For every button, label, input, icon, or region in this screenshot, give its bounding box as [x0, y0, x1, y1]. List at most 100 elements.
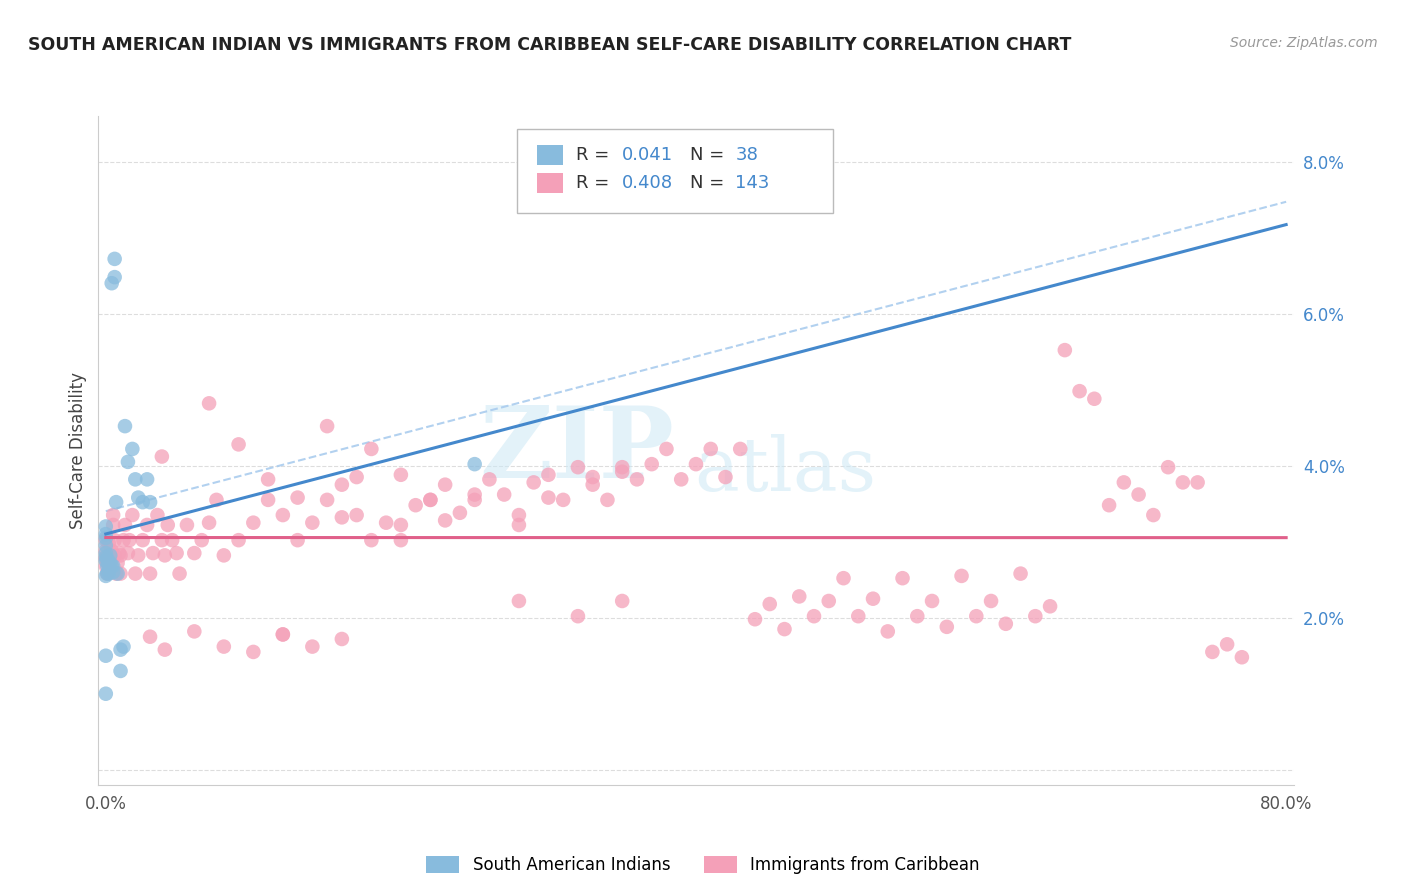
Point [980, 594, 1002, 608]
Point [360, 442, 382, 456]
Point [124, 472, 146, 486]
Point [112, 640, 135, 654]
Point [101, 565, 124, 579]
Point [242, 645, 264, 659]
Point [419, 492, 441, 507]
Point [257, 472, 280, 486]
Point [124, 566, 146, 581]
Point [464, 487, 486, 501]
Text: ZIP: ZIP [479, 402, 673, 499]
Point [107, 566, 129, 581]
Point [131, 495, 153, 509]
Point [950, 569, 973, 583]
Point [508, 594, 530, 608]
Point [176, 518, 198, 533]
FancyBboxPatch shape [537, 145, 564, 165]
Point [787, 590, 810, 604]
FancyBboxPatch shape [537, 173, 564, 193]
Point [242, 516, 264, 530]
Point [110, 549, 132, 563]
Point [994, 616, 1017, 631]
Point [758, 597, 780, 611]
Point [419, 492, 441, 507]
Point [198, 516, 221, 530]
Point [862, 591, 884, 606]
Point [1142, 508, 1164, 522]
Point [98, 564, 121, 578]
Point [685, 457, 707, 471]
Text: R =: R = [576, 145, 616, 164]
Point [150, 533, 173, 548]
Point [1112, 475, 1135, 490]
Point [169, 566, 191, 581]
Point [1128, 487, 1150, 501]
Point [97, 549, 120, 563]
Text: SOUTH AMERICAN INDIAN VS IMMIGRANTS FROM CARIBBEAN SELF-CARE DISABILITY CORRELAT: SOUTH AMERICAN INDIAN VS IMMIGRANTS FROM… [28, 36, 1071, 54]
Point [94, 549, 117, 564]
Point [271, 508, 294, 522]
Point [127, 491, 149, 505]
Point [97, 536, 120, 550]
Point [121, 508, 143, 522]
Point [449, 506, 471, 520]
Point [1098, 498, 1121, 512]
Point [127, 549, 149, 563]
Point [94, 554, 117, 568]
Point [96, 559, 118, 574]
Point [100, 559, 122, 574]
Point [114, 419, 136, 434]
Point [1069, 384, 1091, 399]
Point [183, 624, 205, 639]
Point [105, 566, 128, 581]
Point [271, 627, 294, 641]
Point [117, 455, 139, 469]
Text: 143: 143 [735, 174, 769, 192]
Point [596, 492, 619, 507]
Point [98, 556, 121, 570]
Text: 0.408: 0.408 [621, 174, 673, 192]
Text: 0.041: 0.041 [621, 145, 673, 164]
Point [139, 495, 162, 509]
Text: atlas: atlas [695, 434, 877, 507]
Point [96, 566, 118, 581]
Point [94, 527, 117, 541]
Point [744, 612, 766, 626]
Point [121, 442, 143, 456]
Point [582, 470, 605, 484]
Point [94, 648, 117, 663]
Point [114, 518, 136, 533]
Point [1230, 650, 1253, 665]
Point [96, 551, 118, 566]
Point [508, 508, 530, 522]
Point [94, 543, 117, 558]
Point [301, 640, 323, 654]
Point [139, 630, 162, 644]
Point [101, 518, 124, 533]
Point [346, 508, 368, 522]
Point [612, 465, 634, 479]
Point [626, 472, 648, 486]
Point [100, 543, 122, 558]
Point [1039, 599, 1062, 614]
Point [104, 252, 127, 266]
FancyBboxPatch shape [517, 129, 834, 213]
Point [166, 546, 188, 560]
Point [150, 450, 173, 464]
Point [389, 518, 412, 533]
Point [567, 460, 589, 475]
Point [104, 270, 127, 285]
Point [110, 664, 132, 678]
Point [94, 546, 117, 560]
Point [464, 457, 486, 471]
Point [1024, 609, 1046, 624]
Point [389, 467, 412, 482]
Point [375, 516, 398, 530]
Point [478, 472, 501, 486]
Point [582, 477, 605, 491]
Point [1157, 460, 1180, 475]
Point [136, 518, 159, 533]
Point [905, 609, 928, 624]
Point [1216, 637, 1239, 651]
Point [97, 566, 120, 581]
Point [156, 518, 179, 533]
